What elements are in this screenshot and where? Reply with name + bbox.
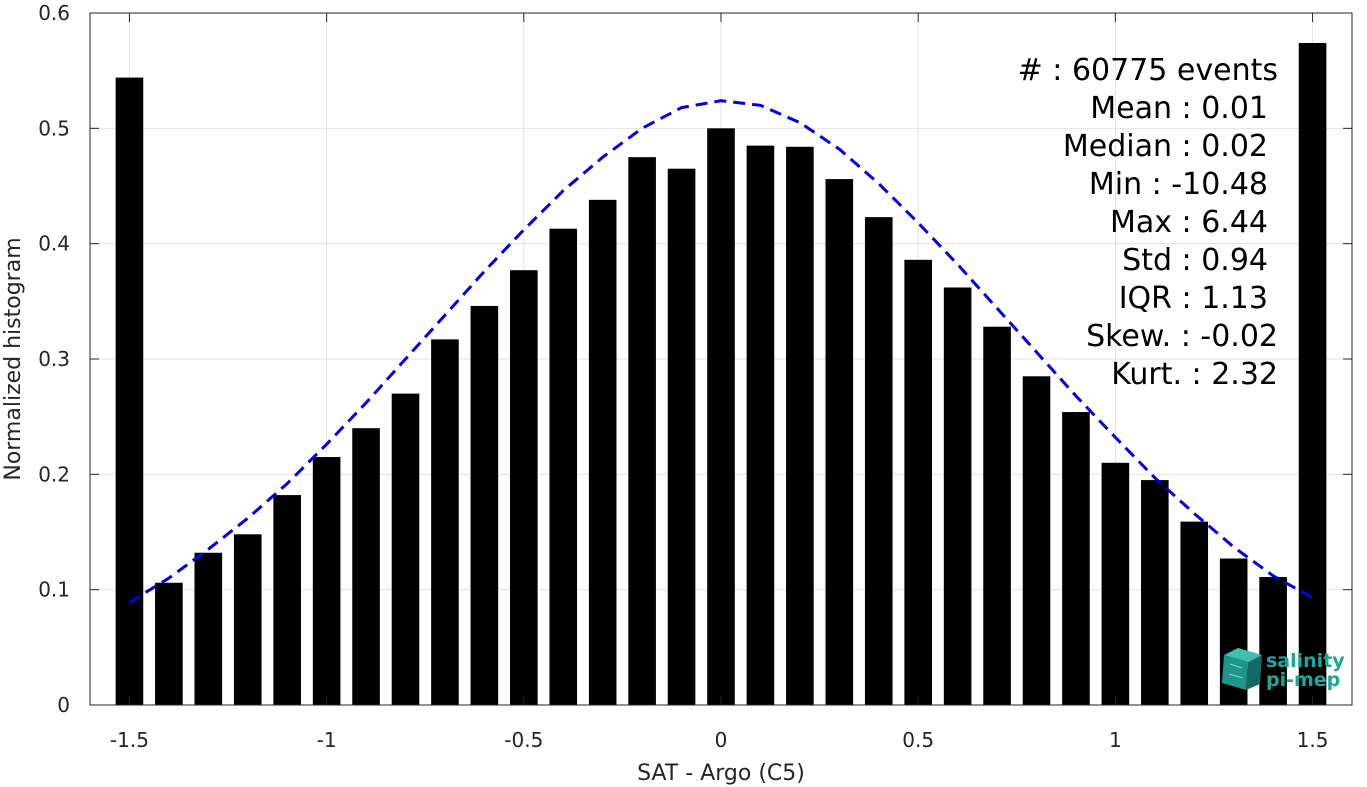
histogram-bar xyxy=(115,77,144,705)
logo-text-salinity: salinity xyxy=(1266,650,1345,672)
histogram-bar xyxy=(983,326,1011,705)
stats-line: Min : -10.48 xyxy=(1089,167,1268,202)
stats-line: Skew. : -0.02 xyxy=(1086,319,1278,354)
x-tick-label: 0 xyxy=(715,728,728,752)
histogram-bar xyxy=(391,393,420,705)
histogram-bar xyxy=(510,270,538,705)
histogram-bar xyxy=(1298,42,1327,705)
y-tick-label: 0 xyxy=(57,693,70,717)
salinity-pi-mep-logo: salinity pi-mep xyxy=(1222,648,1345,691)
x-tick-label: -1 xyxy=(317,728,337,752)
histogram-bar xyxy=(1101,462,1130,705)
logo-text-pi-mep: pi-mep xyxy=(1266,669,1340,691)
histogram-bar xyxy=(431,339,459,705)
stats-line: IQR : 1.13 xyxy=(1119,281,1268,316)
histogram-bars xyxy=(115,42,1327,706)
histogram-bar xyxy=(233,534,262,705)
histogram-bar xyxy=(273,495,301,705)
stats-line: Median : 0.02 xyxy=(1063,129,1268,164)
histogram-bar xyxy=(707,128,735,706)
histogram-bar xyxy=(786,146,814,705)
histogram-bar xyxy=(1141,480,1169,705)
stats-line: # : 60775 events xyxy=(1018,53,1278,88)
x-tick-label: -0.5 xyxy=(504,728,543,752)
histogram-bar xyxy=(312,457,341,705)
histogram-bar xyxy=(1022,376,1051,705)
histogram-bar xyxy=(194,552,223,705)
histogram-bar xyxy=(588,199,617,705)
x-tick-label: -1.5 xyxy=(110,728,149,752)
x-tick-label: 0.5 xyxy=(902,728,934,752)
fit-curve xyxy=(128,99,1314,604)
histogram-bar xyxy=(746,145,775,706)
y-tick-label: 0.1 xyxy=(38,578,70,602)
y-tick-label: 0.6 xyxy=(38,1,70,25)
histogram-bar xyxy=(825,179,854,705)
y-tick-label: 0.3 xyxy=(38,347,70,371)
cube-logo-icon xyxy=(1222,648,1262,690)
stats-line: Max : 6.44 xyxy=(1110,205,1268,240)
histogram-bar xyxy=(628,157,656,705)
histogram-bar xyxy=(904,259,932,705)
histogram-bar xyxy=(943,287,972,705)
y-tick-label: 0.4 xyxy=(38,232,70,256)
y-axis-ticks: 0 0.1 0.2 0.3 0.4 0.5 0.6 xyxy=(38,1,1352,717)
stats-line: Std : 0.94 xyxy=(1122,243,1268,278)
stats-line: Kurt. : 2.32 xyxy=(1111,357,1278,392)
histogram-bar xyxy=(155,582,183,705)
x-tick-label: 1.5 xyxy=(1297,728,1329,752)
histogram-bar xyxy=(864,217,893,705)
x-axis-label: SAT - Argo (C5) xyxy=(637,761,805,786)
y-tick-label: 0.2 xyxy=(38,462,70,486)
y-axis-label: Normalized histogram xyxy=(1,237,26,480)
histogram-bar xyxy=(1180,521,1209,705)
y-tick-label: 0.5 xyxy=(38,116,70,140)
histogram-bar xyxy=(470,305,499,705)
histogram-bar xyxy=(667,168,696,705)
stats-line: Mean : 0.01 xyxy=(1090,91,1268,126)
histogram-bar xyxy=(549,228,578,705)
x-axis-ticks: -1.5 -1 -0.5 0 0.5 1 1.5 xyxy=(110,13,1329,752)
histogram-bar xyxy=(1259,576,1287,705)
histogram-bar xyxy=(1062,412,1090,705)
histogram-bar xyxy=(352,428,380,705)
x-tick-label: 1 xyxy=(1109,728,1122,752)
